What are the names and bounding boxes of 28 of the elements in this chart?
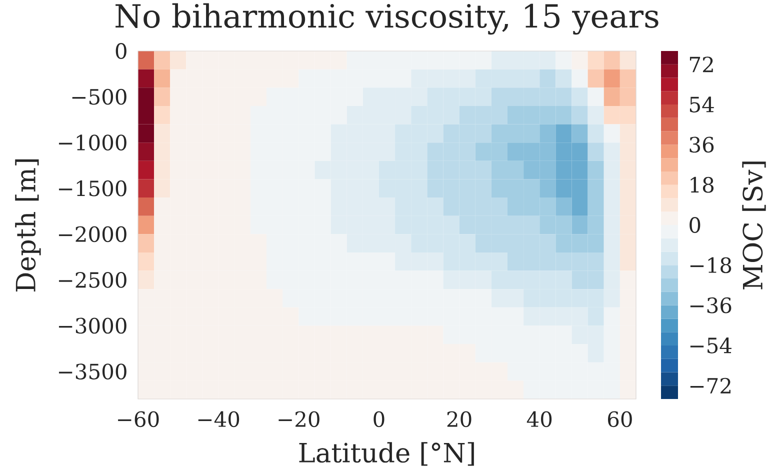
color-bar-label: 72 xyxy=(690,56,713,72)
x-axis-title: Latitude [°N] xyxy=(299,442,474,466)
color-bar-label: −72 xyxy=(690,378,730,394)
color-bar-label: −54 xyxy=(690,338,732,354)
x-tick-label: −60 xyxy=(118,411,159,428)
y-tick-label: −500 xyxy=(72,88,126,105)
x-tick-label: 20 xyxy=(447,411,472,428)
y-tick-label: −3500 xyxy=(58,364,126,380)
y-tick-label: −3000 xyxy=(58,318,126,334)
y-axis-title: Depth [m] xyxy=(15,159,41,292)
color-bar-label: 54 xyxy=(690,96,714,112)
y-tick-label: 0 xyxy=(116,43,126,59)
x-tick-label: −20 xyxy=(278,411,320,428)
y-tick-label: −2000 xyxy=(58,226,126,242)
x-tick-label: 0 xyxy=(374,411,384,428)
y-tick-label: −1000 xyxy=(58,134,126,151)
y-tick-label: −1500 xyxy=(58,180,126,196)
color-bar-label: 0 xyxy=(690,217,700,233)
x-tick-label: 40 xyxy=(526,411,552,428)
x-tick-label: −40 xyxy=(198,411,240,428)
chart-title: No biharmonic viscosity, 15 years xyxy=(116,3,658,35)
color-bar-label: 36 xyxy=(690,136,714,153)
color-bar-label: 18 xyxy=(690,176,714,193)
x-tick-label: 60 xyxy=(608,411,632,428)
color-bar-title: MOC [Sv] xyxy=(742,162,766,290)
y-tick-label: −2500 xyxy=(58,272,126,288)
color-bar-label: −18 xyxy=(690,257,732,274)
color-bar-label: −36 xyxy=(690,297,732,314)
